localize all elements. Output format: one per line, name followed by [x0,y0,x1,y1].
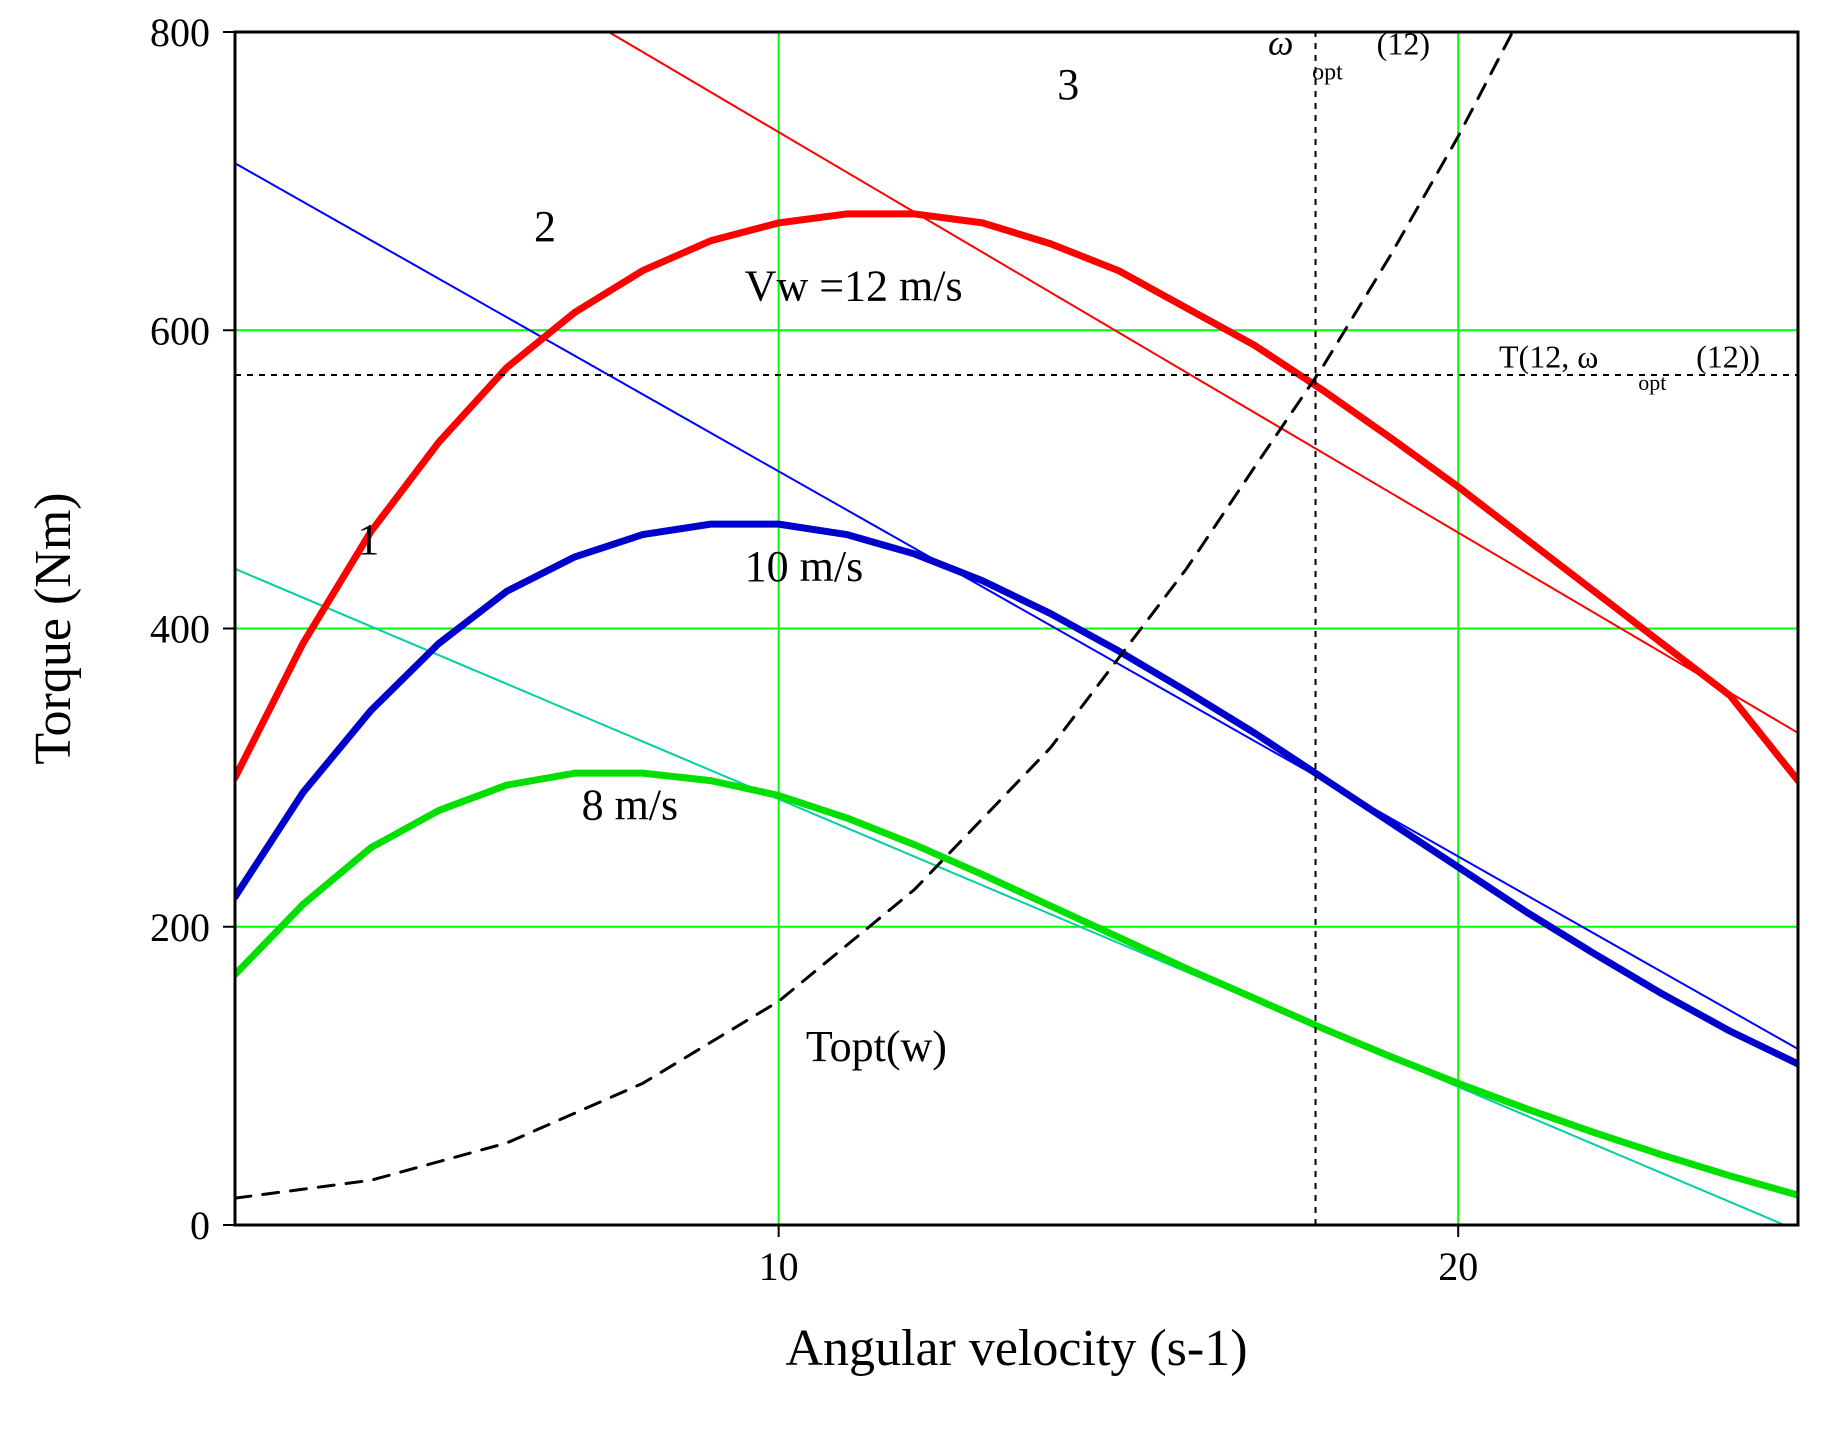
annotation-1: 2 [534,202,556,251]
ytick-label: 400 [150,607,210,652]
y-axis-label: Torque (Nm) [25,492,82,764]
chart-svg: 10200200400600800Angular velocity (s-1)T… [0,0,1829,1431]
annotation-2: 3 [1057,60,1079,109]
ytick-label: 800 [150,10,210,55]
annotation-10: T(12, ω [1499,339,1598,375]
annotation-11: opt [1638,370,1666,395]
annotation-9: (12) [1377,25,1430,61]
annotation-8: opt [1312,60,1343,86]
chart-root: 10200200400600800Angular velocity (s-1)T… [0,0,1829,1431]
ytick-label: 0 [190,1203,210,1248]
annotation-7: ω [1268,22,1293,62]
annotation-3: Vw =12 m/s [745,261,963,310]
annotation-5: 8 m/s [582,780,679,829]
ytick-label: 200 [150,905,210,950]
xtick-label: 10 [759,1244,799,1289]
annotation-4: 10 m/s [745,542,864,591]
annotation-6: Topt(w) [806,1022,947,1071]
xtick-label: 20 [1438,1244,1478,1289]
annotation-12: (12)) [1696,339,1760,375]
ytick-label: 600 [150,308,210,353]
annotation-0: 1 [357,515,379,564]
x-axis-label: Angular velocity (s-1) [785,1320,1247,1377]
